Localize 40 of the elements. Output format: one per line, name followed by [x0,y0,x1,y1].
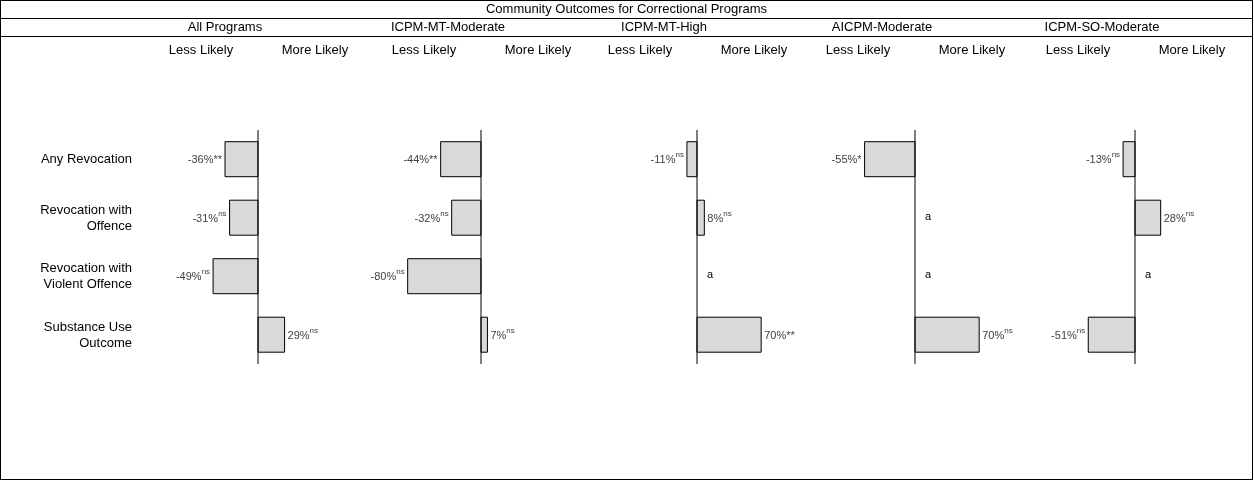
chart-subtitle: ICPM-SO-Moderate [1043,19,1161,34]
data-label: 29%$^{ns}$ [287,325,319,341]
data-label: -44%** [403,153,439,166]
data-label: -49%$^{ns}$ [175,267,211,283]
data-label: -31%$^{ns}$ [192,208,227,224]
data-label: -11%$^{ns}$ [650,150,684,166]
text: More Likely [503,42,573,57]
chart-subtitle: ICPM-MT-High [620,19,708,34]
data-label: -36%** [187,153,223,166]
chart-subtitle: All Programs [186,19,264,34]
text: More Likely [1157,42,1227,57]
annotation: a [1145,268,1152,281]
data-label: -80%$^{ns}$ [370,267,405,283]
data-label: 7%$^{ns}$ [490,325,515,341]
annotation: a [925,209,932,222]
annotation: a [707,268,714,281]
chart-subtitle: AICPM-Moderate [830,19,934,34]
data-label: 70%$^{ns}$ [982,325,1013,341]
data-label: -51%$^{ns}$ [1051,325,1086,341]
text: Less Likely [1044,42,1112,57]
text: More Likely [280,42,350,57]
data-label: -13%$^{ns}$ [1085,150,1121,166]
text: Less Likely [606,42,674,57]
data-label: 8%$^{ns}$ [707,208,732,224]
y-tick-label: Revocation with Offence [40,201,132,233]
annotation: a [925,268,932,281]
text: More Likely [937,42,1007,57]
text: Less Likely [824,42,892,57]
data-label: -55%* [831,153,863,166]
text: Less Likely [167,42,235,57]
y-tick-label: Revocation with Violent Offence [40,260,132,292]
chart-title: Community Outcomes for Correctional Programs [485,1,768,16]
text: More Likely [719,42,789,57]
chart-subtitle: ICPM-MT-Moderate [389,19,507,34]
data-label: 70%** [764,328,796,341]
data-label: 28%$^{ns}$ [1163,208,1195,224]
y-tick-label: Substance Use Outcome [43,318,132,350]
y-tick-label: Any Revocation [40,151,132,167]
text: Less Likely [390,42,458,57]
data-label: -32%$^{ns}$ [414,208,449,224]
